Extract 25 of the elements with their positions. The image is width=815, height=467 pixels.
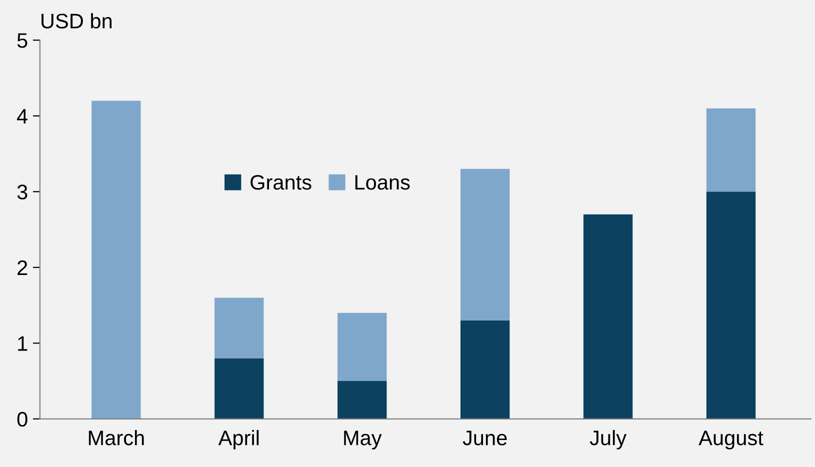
bar (460, 320, 510, 419)
bar (706, 108, 756, 192)
x-tick-label: July (590, 430, 627, 450)
legend-label: Grants (250, 174, 312, 190)
bar (92, 100, 141, 419)
x-tick-label: June (462, 430, 507, 446)
y-tick-label: 1 (18, 336, 28, 351)
y-tick-label: 5 (17, 33, 28, 48)
bar (214, 298, 264, 358)
bar (583, 214, 633, 419)
bar (338, 381, 387, 419)
x-tick-label: April (218, 430, 259, 450)
bar (338, 312, 387, 382)
y-tick-label: 2 (18, 260, 28, 275)
bar (460, 168, 510, 320)
bar (706, 192, 756, 419)
y-tick-label: 4 (17, 109, 28, 124)
x-tick-label: August (698, 430, 764, 450)
y-tick-label: 3 (17, 184, 28, 200)
x-tick-label: May (344, 430, 382, 450)
legend-label: Loans (355, 175, 410, 190)
y-tick-label: 0 (17, 412, 28, 427)
y-axis-title: USD bn (42, 13, 112, 28)
x-tick-label: March (88, 430, 144, 446)
bar (214, 358, 264, 419)
